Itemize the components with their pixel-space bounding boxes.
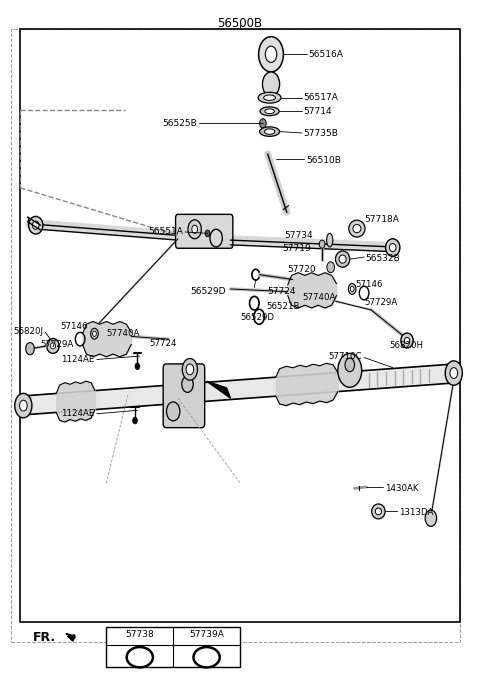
Text: 57738: 57738 [125, 631, 154, 639]
Ellipse shape [339, 255, 346, 263]
Circle shape [348, 283, 356, 294]
Circle shape [345, 358, 355, 372]
Text: 57734: 57734 [284, 231, 312, 240]
Circle shape [260, 118, 266, 128]
Ellipse shape [264, 129, 275, 134]
Circle shape [91, 328, 98, 339]
Text: 1430AK: 1430AK [384, 484, 418, 493]
Circle shape [263, 72, 280, 96]
Circle shape [450, 368, 457, 379]
Text: 57146: 57146 [356, 281, 383, 289]
Text: 56521B: 56521B [266, 302, 300, 311]
Text: 56510B: 56510B [306, 155, 341, 165]
Circle shape [205, 230, 210, 237]
Text: 1313DA: 1313DA [399, 508, 433, 518]
Circle shape [188, 220, 201, 239]
Circle shape [338, 353, 362, 387]
Ellipse shape [29, 217, 43, 234]
Ellipse shape [401, 333, 413, 348]
Polygon shape [206, 381, 230, 398]
Ellipse shape [265, 109, 275, 114]
Text: 57740A: 57740A [302, 293, 336, 302]
Circle shape [186, 364, 194, 375]
Circle shape [93, 331, 96, 336]
Text: 56517A: 56517A [303, 93, 338, 102]
Ellipse shape [260, 127, 280, 136]
Circle shape [20, 400, 27, 411]
Text: 57724: 57724 [149, 338, 177, 348]
FancyBboxPatch shape [176, 215, 233, 249]
Text: 57720: 57720 [288, 266, 316, 274]
Circle shape [265, 46, 277, 63]
Ellipse shape [375, 508, 382, 515]
Text: 56529D: 56529D [240, 313, 274, 322]
Text: 1124AE: 1124AE [61, 409, 95, 418]
Text: 57718A: 57718A [364, 215, 399, 224]
Ellipse shape [353, 225, 361, 233]
Circle shape [319, 240, 325, 249]
Text: FR.: FR. [33, 631, 56, 644]
Circle shape [26, 343, 34, 355]
Ellipse shape [372, 504, 385, 519]
Text: 56820J: 56820J [13, 326, 43, 336]
Ellipse shape [260, 107, 279, 116]
Text: 57739A: 57739A [189, 631, 224, 639]
Text: 57729A: 57729A [364, 298, 397, 307]
Polygon shape [21, 364, 459, 415]
Circle shape [327, 262, 335, 272]
FancyBboxPatch shape [163, 364, 204, 428]
Ellipse shape [47, 338, 59, 353]
Circle shape [445, 361, 462, 385]
Ellipse shape [349, 220, 365, 237]
Circle shape [182, 376, 193, 392]
Text: 57146: 57146 [61, 322, 88, 332]
Text: 57714: 57714 [303, 107, 332, 116]
Bar [107, 627, 240, 667]
Ellipse shape [326, 234, 333, 247]
Text: 56500B: 56500B [217, 17, 263, 30]
Text: 56529D: 56529D [190, 287, 226, 296]
Text: 57710C: 57710C [328, 352, 362, 362]
Polygon shape [66, 633, 75, 637]
Text: 57729A: 57729A [41, 340, 74, 349]
Text: 57724: 57724 [268, 287, 296, 296]
Ellipse shape [264, 95, 276, 100]
Ellipse shape [258, 92, 281, 103]
Circle shape [15, 394, 32, 418]
Text: 56516A: 56516A [308, 50, 343, 59]
Ellipse shape [33, 221, 39, 229]
Text: 1124AE: 1124AE [61, 355, 95, 364]
Circle shape [167, 402, 180, 421]
Text: 56820H: 56820H [389, 341, 423, 351]
Ellipse shape [389, 244, 396, 252]
Text: 57719: 57719 [282, 244, 311, 253]
Circle shape [350, 286, 354, 291]
Circle shape [132, 417, 137, 424]
Circle shape [182, 358, 198, 380]
Circle shape [259, 37, 283, 72]
Text: 56551A: 56551A [148, 227, 183, 236]
Bar [21, 29, 459, 622]
Text: 57735B: 57735B [303, 129, 338, 138]
Ellipse shape [336, 251, 350, 267]
Text: 56532B: 56532B [365, 254, 400, 263]
Circle shape [192, 225, 198, 234]
Ellipse shape [50, 343, 56, 349]
Text: 57740A: 57740A [107, 329, 140, 338]
Text: 56525B: 56525B [162, 119, 197, 128]
Ellipse shape [385, 239, 400, 257]
Circle shape [135, 363, 140, 370]
Circle shape [425, 510, 437, 526]
Ellipse shape [405, 338, 409, 343]
